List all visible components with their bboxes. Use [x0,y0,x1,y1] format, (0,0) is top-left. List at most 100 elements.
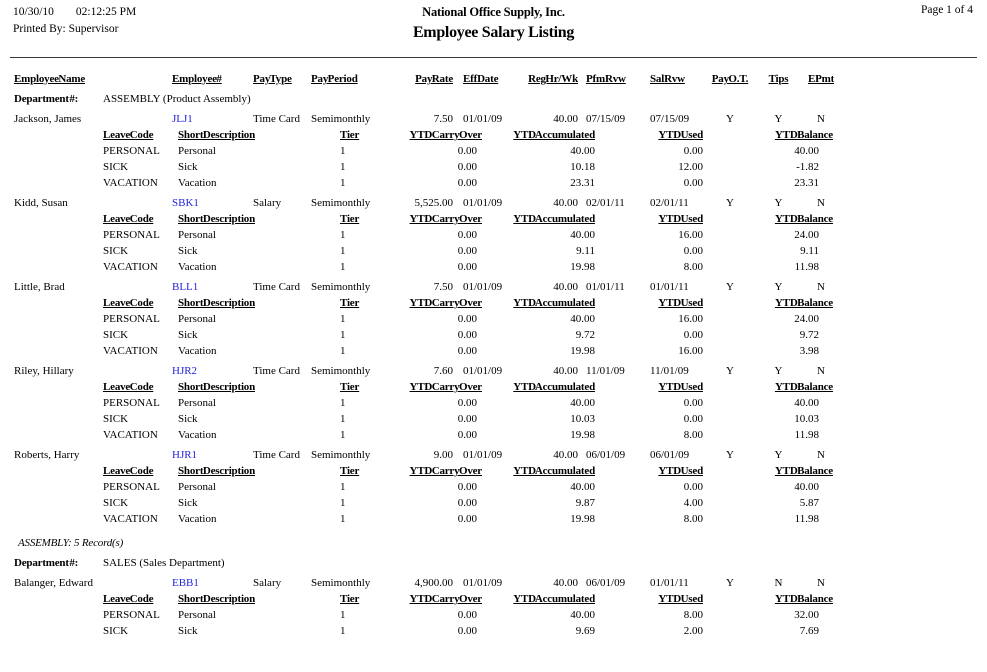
print-info: 10/30/10 02:12:25 PM Printed By: Supervis… [13,4,136,38]
col-ytd-accumulated: YTD Accumulated [513,213,595,225]
leave-row: SICK Sick 1 0.00 9.69 2.00 7.69 [0,623,987,639]
col-ytd-balance: YTD Balance [774,593,833,605]
col-ytd-used: YTD Used [658,297,703,309]
reg-hr-wk: 40.00 [553,577,578,589]
reg-hr-wk: 40.00 [553,281,578,293]
employee-number-link[interactable]: EBB1 [172,577,199,589]
leave-code: VACATION [103,177,158,189]
leave-code: PERSONAL [103,313,160,325]
employee-block: Roberts, Harry HJR1 Time Card Semimonthl… [0,447,987,527]
tips-flag: Y [774,281,783,293]
col-short-description: Short Description [178,465,256,477]
pay-period: Semimonthly [311,577,371,589]
employee-block: Jackson, James JLJ1 Time Card Semimonthl… [0,111,987,191]
pay-type: Time Card [253,449,300,461]
leave-description: Personal [178,145,216,157]
ytd-accumulated: 19.98 [570,429,595,441]
leave-description: Sick [178,497,198,509]
print-date: 10/30/10 [13,6,54,18]
ytd-used: 0.00 [683,245,703,257]
leave-code: VACATION [103,345,158,357]
pay-period: Semimonthly [311,197,371,209]
pay-rate: 4,900.00 [414,577,454,589]
ytd-carry-over: 0.00 [457,329,477,341]
ytd-balance: 10.03 [794,413,819,425]
leave-description: Personal [178,397,216,409]
pay-type: Time Card [253,281,300,293]
col-ytd-accumulated: YTD Accumulated [513,465,595,477]
pay-period: Semimonthly [311,365,371,377]
pay-rate: 7.50 [433,113,453,125]
col-tier: Tier [340,213,360,225]
pay-rate: 5,525.00 [414,197,454,209]
leave-row: SICK Sick 1 0.00 9.11 0.00 9.11 [0,243,987,259]
leave-tier: 1 [340,413,346,425]
col-tier: Tier [340,297,360,309]
col-sal-rvw: SalRvw [650,73,685,85]
leave-row: SICK Sick 1 0.00 9.87 4.00 5.87 [0,495,987,511]
employee-number-link[interactable]: SBK1 [172,197,199,209]
col-ytd-used: YTD Used [658,213,703,225]
ytd-accumulated: 9.11 [576,245,595,257]
leave-row: SICK Sick 1 0.00 10.03 0.00 10.03 [0,411,987,427]
col-ytd-accumulated: YTD Accumulated [513,593,595,605]
col-employee-number: Employee # [172,73,222,85]
employee-number-link[interactable]: JLJ1 [172,113,193,125]
ytd-used: 12.00 [678,161,703,173]
leave-header-row: Leave Code Short Description Tier YTD Ca… [0,127,987,143]
ytd-balance: 40.00 [794,145,819,157]
pfm-rvw: 07/15/09 [586,113,626,125]
epmt-flag: N [817,197,825,209]
employee-number-link[interactable]: BLL1 [172,281,199,293]
ytd-accumulated: 40.00 [570,229,595,241]
leave-description: Personal [178,609,216,621]
leave-tier: 1 [340,161,346,173]
epmt-flag: N [817,113,825,125]
ytd-balance: 3.98 [799,345,819,357]
employee-row: Kidd, Susan SBK1 Salary Semimonthly 5,52… [0,195,987,211]
ytd-used: 16.00 [678,229,703,241]
report-body: Department #: ASSEMBLY (Product Assembly… [0,91,987,639]
leave-code: PERSONAL [103,229,160,241]
col-leave-code: Leave Code [103,381,154,393]
ytd-balance: 24.00 [794,313,819,325]
employee-list: Balanger, Edward EBB1 Salary Semimonthly… [0,575,987,639]
leave-tier: 1 [340,329,346,341]
pay-ot-flag: Y [726,197,734,209]
eff-date: 01/01/09 [463,577,503,589]
leave-list: PERSONAL Personal 1 0.00 40.00 0.00 40.0… [0,395,987,443]
department-name: ASSEMBLY (Product Assembly) [103,93,251,105]
leave-code: SICK [103,413,129,425]
col-short-description: Short Description [178,297,256,309]
leave-code: VACATION [103,513,158,525]
title-block: National Office Supply, Inc. Employee Sa… [10,5,977,42]
ytd-balance: 23.31 [794,177,819,189]
ytd-balance: 7.69 [799,625,819,637]
pay-type: Salary [253,577,282,589]
ytd-balance: 32.00 [794,609,819,621]
leave-row: VACATION Vacation 1 0.00 19.98 8.00 11.9… [0,427,987,443]
ytd-balance: 24.00 [794,229,819,241]
ytd-balance: 40.00 [794,481,819,493]
sal-rvw: 01/01/11 [650,281,689,293]
leave-tier: 1 [340,313,346,325]
leave-description: Vacation [178,177,217,189]
ytd-balance: 11.98 [794,429,819,441]
col-ytd-balance: YTD Balance [774,297,833,309]
sal-rvw: 06/01/09 [650,449,690,461]
leave-description: Sick [178,161,198,173]
ytd-accumulated: 10.03 [570,413,595,425]
col-leave-code: Leave Code [103,213,154,225]
employee-number-link[interactable]: HJR1 [172,449,198,461]
leave-row: VACATION Vacation 1 0.00 19.98 8.00 11.9… [0,259,987,275]
leave-description: Vacation [178,513,217,525]
tips-flag: Y [774,449,783,461]
employee-number-link[interactable]: HJR2 [172,365,198,377]
col-ytd-balance: YTD Balance [774,129,833,141]
section-footer: ASSEMBLY: 5 Record(s) [18,537,124,549]
pay-rate: 9.00 [433,449,453,461]
col-pfm-rvw: PfmRvw [586,73,626,85]
tips-flag: Y [774,113,783,125]
leave-code: VACATION [103,261,158,273]
leave-row: PERSONAL Personal 1 0.00 40.00 16.00 24.… [0,227,987,243]
